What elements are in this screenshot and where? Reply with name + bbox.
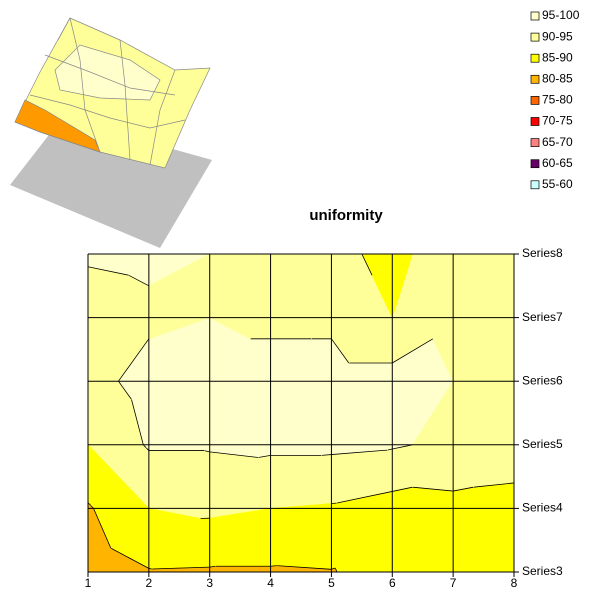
- legend-label: 55-60: [542, 177, 573, 191]
- x-tick-label: 1: [85, 576, 92, 590]
- legend-swatch: [531, 96, 539, 104]
- legend-swatch: [531, 139, 539, 147]
- contour-region: [271, 445, 332, 456]
- legend-swatch: [531, 12, 539, 20]
- x-tick-label: 5: [328, 576, 335, 590]
- x-tick-label: 8: [511, 576, 518, 590]
- legend-label: 80-85: [542, 71, 573, 85]
- y-tick-label: Series6: [522, 373, 563, 387]
- legend-swatch: [531, 33, 539, 41]
- legend-swatch: [531, 75, 539, 83]
- plot-area: [88, 254, 514, 572]
- contour-region: [210, 566, 271, 572]
- y-tick-label: Series7: [522, 310, 563, 324]
- legend-label: 70-75: [542, 114, 573, 128]
- legend-label: 95-100: [542, 8, 580, 22]
- x-tick-label: 3: [206, 576, 213, 590]
- legend-label: 90-95: [542, 29, 573, 43]
- x-tick-label: 7: [450, 576, 457, 590]
- x-tick-label: 6: [389, 576, 396, 590]
- thumbnail: [10, 18, 212, 248]
- legend-swatch: [531, 118, 539, 126]
- legend-label: 65-70: [542, 135, 573, 149]
- legend-swatch: [531, 54, 539, 62]
- y-tick-label: Series8: [522, 246, 563, 260]
- legend-label: 60-65: [542, 156, 573, 170]
- x-tick-label: 2: [146, 576, 153, 590]
- legend-label: 85-90: [542, 50, 573, 64]
- legend-swatch: [531, 181, 539, 189]
- chart-title: uniformity: [309, 207, 383, 224]
- contour-region: [149, 445, 210, 451]
- y-tick-label: Series4: [522, 501, 563, 515]
- y-tick-label: Series3: [522, 564, 563, 578]
- x-tick-label: 4: [267, 576, 274, 590]
- y-tick-label: Series5: [522, 437, 563, 451]
- legend-swatch: [531, 160, 539, 168]
- legend-label: 75-80: [542, 93, 573, 107]
